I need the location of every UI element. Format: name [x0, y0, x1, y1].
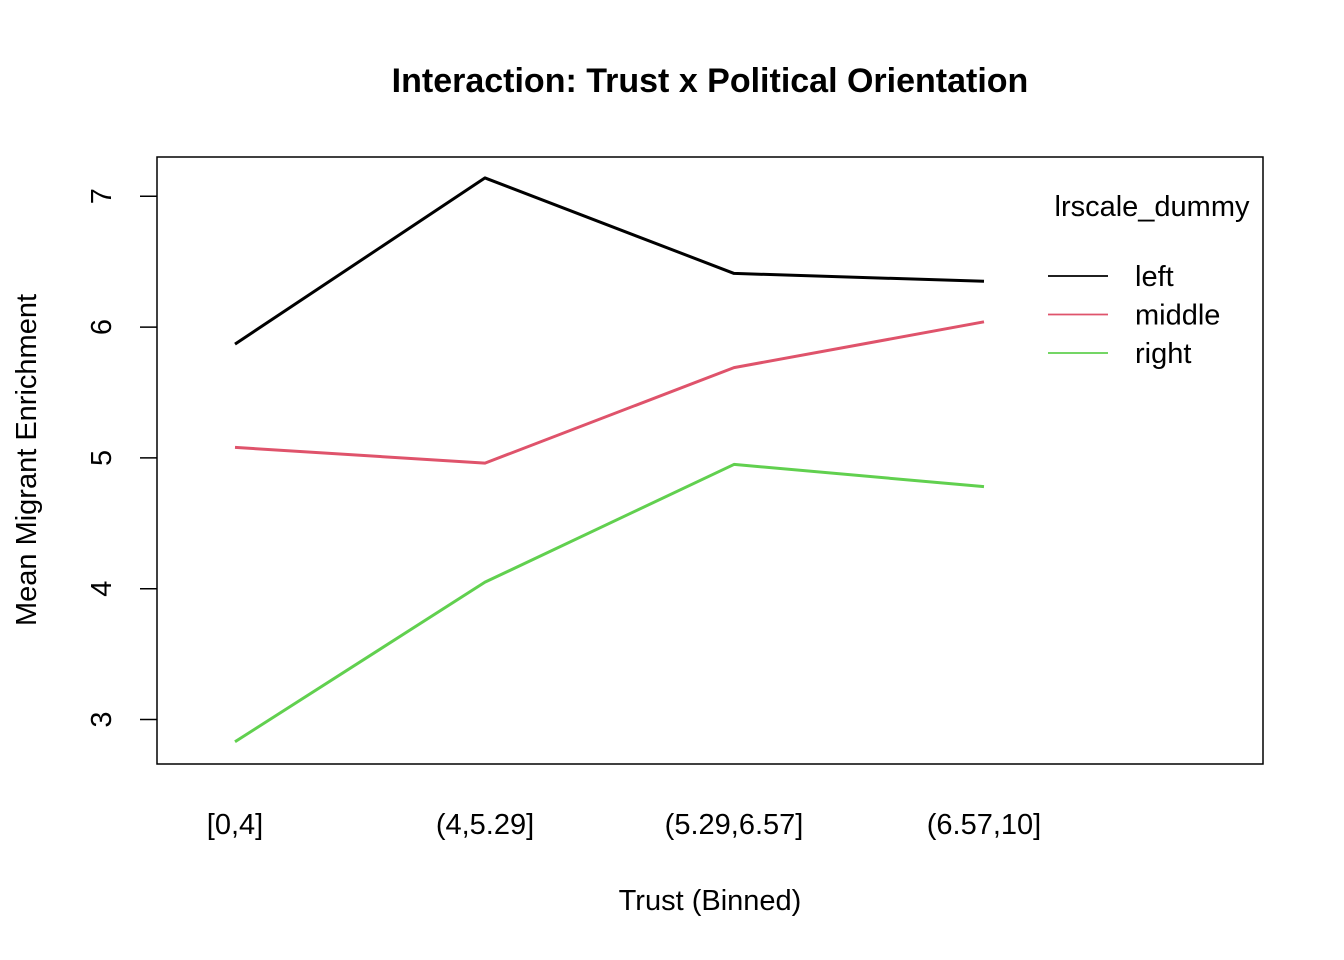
x-tick-label: (5.29,6.57]	[665, 809, 804, 841]
legend-label-left: left	[1135, 261, 1174, 293]
x-axis: [0,4] (4,5.29] (5.29,6.57] (6.57,10]	[207, 809, 1041, 841]
y-axis-label: Mean Migrant Enrichment	[11, 294, 43, 626]
chart-title: Interaction: Trust x Political Orientati…	[392, 62, 1029, 100]
x-axis-label: Trust (Binned)	[619, 885, 802, 917]
series-line-left	[234, 176, 985, 346]
series-line-middle	[234, 320, 985, 465]
y-tick-label: 4	[86, 581, 118, 597]
y-tick-label: 5	[86, 450, 118, 466]
series-lines	[234, 176, 985, 744]
legend-label-right: right	[1135, 338, 1191, 370]
x-tick-label: (4,5.29]	[436, 809, 534, 841]
legend-label-middle: middle	[1135, 300, 1220, 332]
x-tick-label: [0,4]	[207, 809, 263, 841]
legend-title: lrscale_dummy	[1055, 191, 1250, 223]
y-tick-label: 7	[86, 188, 118, 204]
y-axis: 3 4 5 6 7	[86, 188, 157, 728]
plot-frame	[156, 156, 1264, 765]
x-tick-label: (6.57,10]	[927, 809, 1041, 841]
legend: lrscale_dummy left middle right	[1048, 191, 1250, 370]
y-tick-label: 6	[86, 319, 118, 335]
series-line-right	[234, 462, 985, 744]
y-tick-label: 3	[86, 711, 118, 727]
